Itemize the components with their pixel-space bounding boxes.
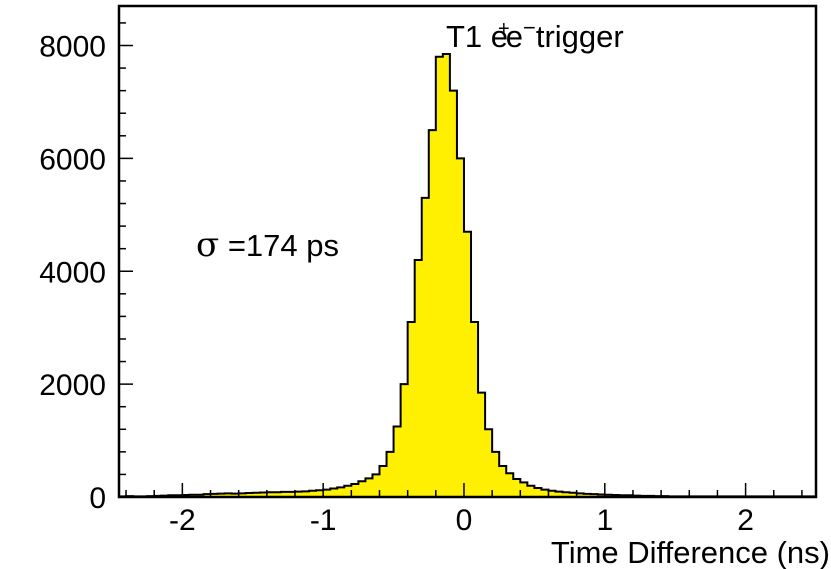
histogram-bin (555, 491, 563, 497)
histogram-bin (463, 231, 472, 497)
histogram-bin (597, 494, 606, 497)
histogram-bin (365, 478, 373, 497)
y-tick-label: 4000 (39, 256, 106, 289)
trigger-annotation-base: T1 e (446, 19, 508, 54)
histogram-bin (527, 485, 535, 497)
histogram-bin (506, 473, 514, 497)
histogram-bin (513, 478, 521, 497)
histogram-bin (407, 322, 416, 497)
histogram-bin (252, 492, 261, 497)
histogram-bin (372, 474, 380, 497)
histogram-bin (520, 482, 528, 497)
histogram-bin (309, 490, 317, 497)
y-tick-label: 2000 (39, 369, 106, 402)
histogram-bin (576, 493, 585, 497)
trigger-annotation-tail: trigger (536, 19, 624, 54)
histogram-bin (203, 494, 211, 497)
histogram-bin (287, 491, 296, 497)
histogram-bin (393, 426, 402, 497)
histogram-bin (266, 492, 275, 497)
histogram-bin (449, 90, 458, 497)
histogram-bin (344, 485, 352, 497)
axis-ticks (119, 22, 803, 498)
x-tick-label: -1 (310, 504, 337, 537)
plot-frame (117, 4, 818, 499)
sigma-annotation: σ =174 ps (196, 225, 339, 265)
y-tick-label: 8000 (39, 31, 106, 64)
histogram-bin (456, 158, 465, 497)
histogram-bin (316, 490, 324, 497)
histogram-bin (210, 493, 218, 497)
histogram-bin (273, 492, 282, 497)
trigger-annotation-e: e (506, 19, 523, 54)
histogram-bin (485, 429, 493, 497)
histogram-bin (590, 494, 599, 497)
histogram-outline (118, 52, 817, 498)
histogram-bin (386, 451, 394, 497)
histogram-bin (569, 492, 578, 497)
x-tick-label: -2 (169, 504, 196, 537)
histogram-bin (351, 484, 359, 497)
histogram-bin (435, 56, 444, 498)
histogram-bin (217, 493, 226, 497)
histogram-bin (259, 492, 268, 497)
histogram-bars (119, 53, 817, 498)
histogram-bin (400, 384, 409, 497)
histogram-bin (534, 487, 542, 497)
histogram-bin (238, 493, 247, 497)
trigger-annotation-plus: + (498, 18, 510, 40)
histogram-bin (231, 493, 240, 497)
y-tick-label: 0 (89, 482, 106, 515)
histogram-bin (323, 489, 331, 497)
histogram-bin (414, 259, 423, 497)
x-axis-label: Time Difference (ns) (551, 535, 830, 569)
histogram-bin (302, 491, 310, 497)
histogram-bin (428, 130, 437, 497)
histogram-bin (583, 493, 592, 497)
histogram-bin (548, 490, 556, 497)
histogram-bin (245, 493, 254, 497)
y-tick-label: 6000 (39, 143, 106, 176)
histogram-bin (492, 451, 500, 497)
histogram-bin (358, 481, 366, 497)
sigma-symbol: σ (196, 225, 219, 265)
x-tick-label: 1 (596, 504, 613, 537)
histogram-bin (442, 53, 451, 498)
histogram-bin (337, 487, 345, 497)
histogram-bin (379, 465, 387, 497)
histogram-bin (478, 392, 486, 497)
histogram-bin (330, 488, 338, 497)
x-tick-label: 2 (737, 504, 754, 537)
histogram-bin (499, 465, 507, 497)
histogram-bin (280, 491, 289, 497)
x-tick-labels: -2 -1 0 1 2 (169, 504, 754, 537)
histogram-bin (541, 489, 549, 497)
histogram-bin (471, 322, 479, 497)
sigma-value: =174 ps (219, 228, 339, 263)
histogram-bin (421, 197, 430, 497)
histogram-bin (562, 492, 570, 497)
histogram-bin (295, 491, 303, 497)
trigger-annotation-minus: − (523, 15, 536, 40)
trigger-annotation: T1 e+e−trigger (446, 15, 624, 54)
histogram-bin (224, 493, 233, 497)
y-tick-labels: 0 2000 4000 6000 8000 (39, 31, 106, 515)
x-tick-label: 0 (456, 504, 473, 537)
